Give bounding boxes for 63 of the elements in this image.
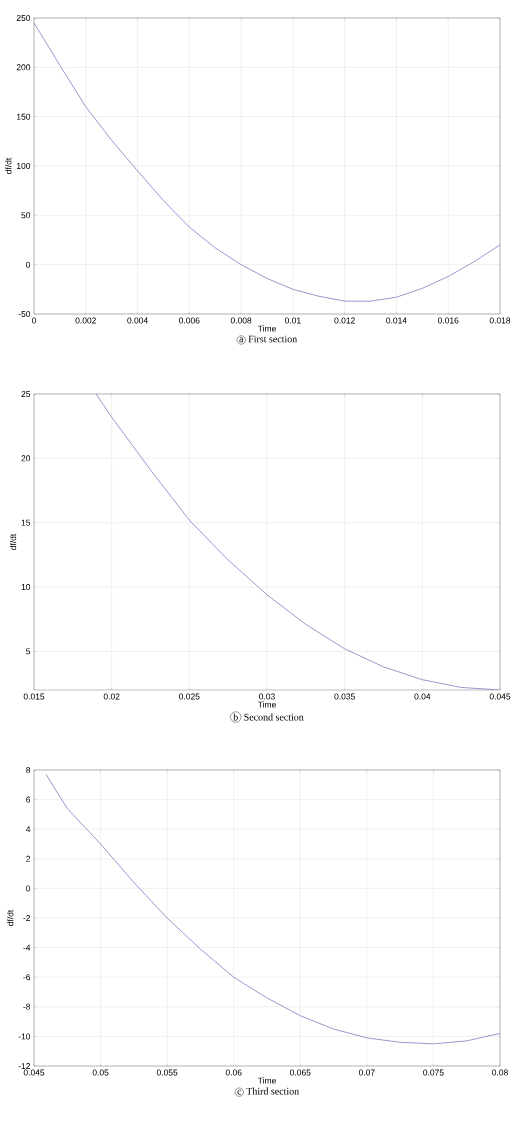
y-axis-title: df/dt	[9, 533, 17, 550]
y-tick-label: 150	[16, 113, 31, 120]
y-tick-label: -6	[23, 974, 31, 981]
y-tick-label: 2	[26, 855, 31, 862]
y-tick-label: 20	[21, 455, 31, 462]
y-axis-title: df/dt	[7, 909, 14, 926]
x-tick-label: 0.016	[437, 317, 459, 324]
y-tick-label: 4	[25, 826, 31, 833]
x-axis-title: Time	[257, 1077, 276, 1084]
y-tick-label: -2	[23, 915, 31, 921]
y-tick-label: 0	[26, 261, 31, 268]
x-tick-label: 0.006	[179, 317, 200, 324]
x-tick-label: 0.01	[284, 317, 301, 324]
x-tick-label: 0.018	[489, 317, 511, 324]
x-tick-label: 0.002	[75, 317, 96, 324]
y-tick-label: 5	[26, 648, 31, 655]
x-tick-label: 0.05	[92, 1069, 109, 1076]
text: Third section	[246, 1087, 299, 1095]
y-tick-label: 100	[16, 163, 31, 169]
x-tick-label: 0.014	[386, 317, 407, 324]
y-tick-label: 250	[16, 15, 31, 21]
line-series	[45, 774, 500, 1045]
text: a	[239, 337, 244, 343]
y-tick-label: 10	[21, 584, 31, 591]
x-tick-label: 0.035	[334, 693, 355, 700]
y-tick-label: -12	[18, 1063, 31, 1069]
line-series	[34, 22, 500, 302]
y-tick-label: -4	[23, 944, 31, 951]
x-tick-label: 0.025	[179, 693, 200, 700]
x-tick-label: 0.08	[492, 1069, 508, 1076]
x-tick-label: 0.004	[127, 317, 148, 324]
x-tick-label: 0.075	[423, 1069, 444, 1076]
x-tick-label: 0.008	[230, 317, 252, 324]
x-tick-label: 0.06	[225, 1069, 242, 1076]
line-series	[95, 393, 501, 690]
text: Second section	[244, 713, 304, 721]
x-axis-title: Time	[257, 701, 276, 708]
x-tick-label: 0.045	[23, 1069, 45, 1076]
x-tick-label: 0.02	[103, 693, 120, 700]
y-tick-label: 50	[21, 212, 31, 219]
x-tick-label: 0.065	[290, 1069, 311, 1076]
text: c	[237, 1089, 242, 1095]
x-tick-label: 0.03	[259, 693, 275, 700]
y-tick-label: -10	[18, 1033, 31, 1040]
y-tick-label: 6	[26, 796, 31, 803]
x-tick-label: 0.045	[489, 693, 511, 700]
x-tick-label: 0.055	[156, 1069, 178, 1076]
x-tick-label: 0.04	[414, 693, 431, 700]
y-tick-label: 200	[16, 64, 31, 71]
x-tick-label: 0.015	[23, 693, 45, 700]
y-tick-label: 25	[21, 391, 31, 397]
y-tick-label: 0	[26, 885, 31, 892]
text: First section	[248, 335, 298, 343]
x-tick-label: 0.012	[334, 317, 355, 324]
x-axis-title: Time	[257, 325, 276, 332]
y-tick-label: -8	[23, 1003, 31, 1010]
y-tick-label: 8	[26, 767, 31, 773]
x-tick-label: 0.07	[358, 1069, 375, 1076]
text: b	[233, 713, 238, 721]
y-tick-label: -50	[18, 311, 31, 317]
y-axis-title: df/dt	[5, 157, 12, 174]
y-tick-label: 15	[21, 519, 31, 526]
x-tick-label: 0	[31, 317, 37, 324]
